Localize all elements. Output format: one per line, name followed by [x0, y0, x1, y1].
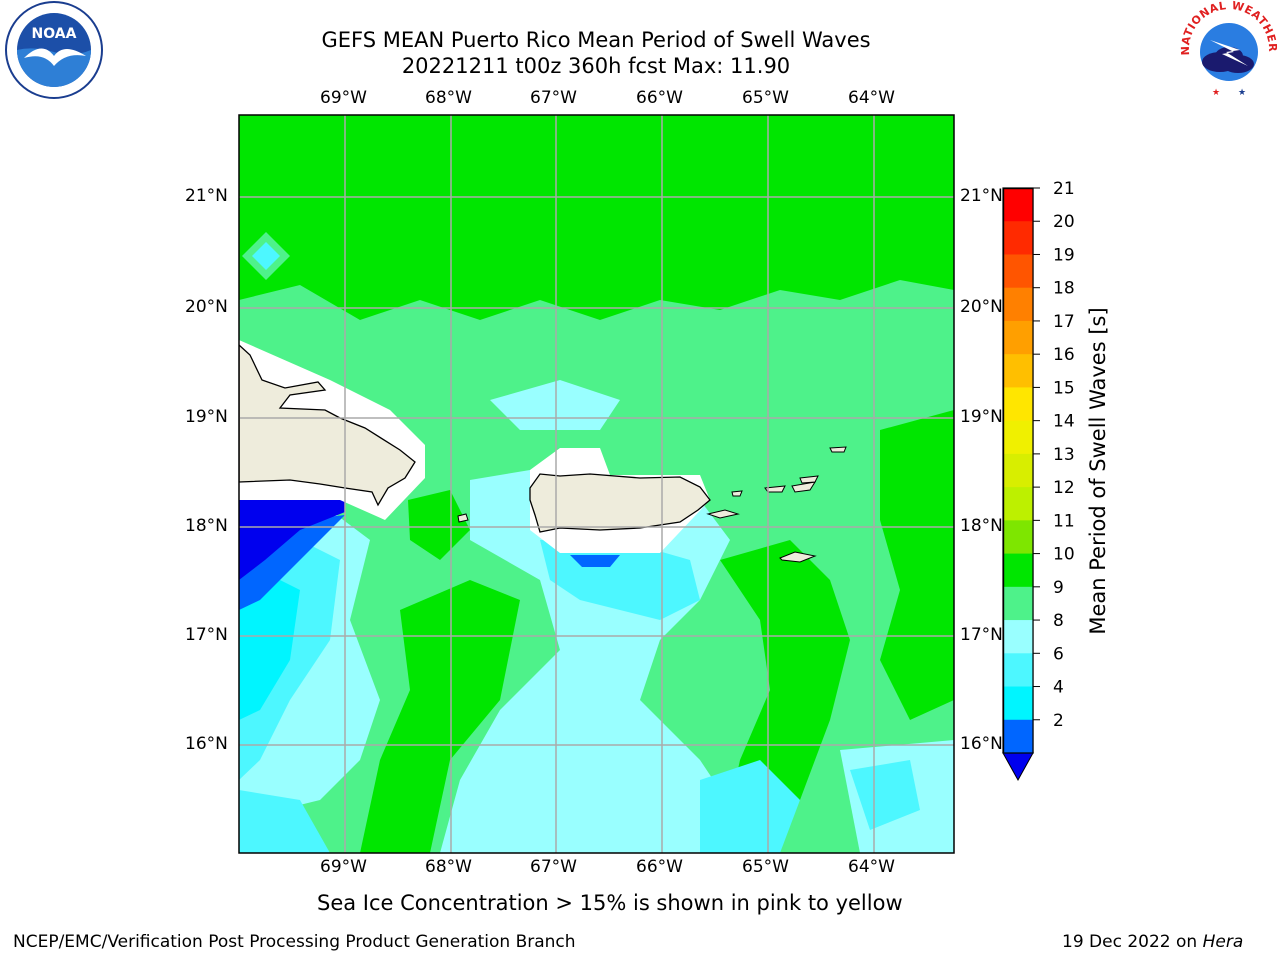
colorbar-segment	[1003, 420, 1033, 455]
lat-label-left: 21°N	[185, 186, 228, 206]
colorbar-tick-label: 2	[1053, 711, 1064, 731]
map-graticule	[239, 115, 954, 853]
lat-label-right: 21°N	[960, 186, 1003, 206]
page-subtitle: 20221211 t00z 360h fcst Max: 11.90	[401, 54, 791, 78]
colorbar-tick-label: 21	[1053, 179, 1075, 199]
colorbar-segment	[1003, 188, 1033, 222]
colorbar-tick-label: 18	[1053, 279, 1075, 299]
colorbar-under-arrow	[1002, 752, 1034, 782]
colorbar-tick-label: 15	[1053, 378, 1075, 398]
lat-label-right: 19°N	[960, 407, 1003, 427]
map-frame	[238, 114, 955, 854]
colorbar-tick-label: 8	[1053, 611, 1064, 631]
lat-label-left: 19°N	[185, 407, 228, 427]
colorbar-tick-label: 6	[1053, 644, 1064, 664]
lon-label-top: 68°W	[425, 88, 472, 108]
colorbar-tick-label: 19	[1053, 245, 1075, 265]
colorbar-tick-label: 10	[1053, 545, 1075, 565]
noaa-logo-text: NOAA	[32, 26, 77, 42]
lat-label-right: 20°N	[960, 297, 1003, 317]
footer-date-text: 19 Dec 2022 on	[1062, 932, 1203, 952]
colorbar-frame	[1003, 188, 1034, 754]
lat-label-right: 16°N	[960, 734, 1003, 754]
noaa-logo-icon: NOAA	[2, 0, 106, 108]
colorbar-segment	[1003, 453, 1033, 488]
colorbar-segment	[1003, 221, 1033, 256]
colorbar-tick-label: 4	[1053, 678, 1064, 698]
lon-label-top: 64°W	[848, 88, 895, 108]
footer-credit: NCEP/EMC/Verification Post Processing Pr…	[13, 932, 576, 952]
lon-label-bottom: 69°W	[320, 857, 367, 877]
colorbar-segment	[1003, 354, 1033, 389]
lon-label-top: 65°W	[742, 88, 789, 108]
swell-period-field	[239, 115, 954, 853]
lon-label-bottom: 68°W	[425, 857, 472, 877]
colorbar-tick-label: 14	[1053, 412, 1075, 432]
svg-text:★: ★	[1238, 88, 1246, 98]
colorbar-tick-label: 17	[1053, 312, 1075, 332]
colorbar-segment	[1003, 586, 1033, 621]
lat-label-left: 18°N	[185, 516, 228, 536]
colorbar-segment	[1003, 620, 1033, 654]
lat-label-right: 17°N	[960, 625, 1003, 645]
footer-date: 19 Dec 2022 on Hera	[1062, 932, 1243, 952]
lon-label-bottom: 64°W	[848, 857, 895, 877]
colorbar-segment	[1003, 719, 1033, 754]
colorbar-segment	[1003, 686, 1033, 721]
colorbar-segment	[1003, 653, 1033, 688]
lat-label-left: 16°N	[185, 734, 228, 754]
colorbar-segment	[1003, 487, 1033, 521]
lat-label-right: 18°N	[960, 516, 1003, 536]
lon-label-bottom: 65°W	[742, 857, 789, 877]
colorbar-tick-label: 9	[1053, 578, 1064, 598]
colorbar-tick-label: 11	[1053, 511, 1075, 531]
colorbar-segment	[1003, 553, 1033, 588]
colorbar-segment	[1003, 287, 1033, 322]
colorbar-tick-label: 13	[1053, 445, 1075, 465]
sea-ice-note: Sea Ice Concentration > 15% is shown in …	[317, 891, 903, 915]
footer-host: Hera	[1202, 932, 1244, 952]
lon-label-top: 66°W	[636, 88, 683, 108]
lon-label-bottom: 67°W	[530, 857, 577, 877]
colorbar-segment	[1003, 254, 1033, 289]
colorbar-segment	[1003, 520, 1033, 555]
lon-label-top: 69°W	[320, 88, 367, 108]
colorbar-tick-label: 20	[1053, 212, 1075, 232]
lat-label-left: 17°N	[185, 625, 228, 645]
colorbar-label: Mean Period of Swell Waves [s]	[1086, 307, 1110, 635]
lon-label-top: 67°W	[530, 88, 577, 108]
svg-text:★: ★	[1212, 88, 1220, 98]
colorbar-tick-label: 12	[1053, 478, 1075, 498]
colorbar-overlay	[1003, 188, 1034, 754]
lon-label-bottom: 66°W	[636, 857, 683, 877]
colorbar-tick-label: 16	[1053, 345, 1075, 365]
colorbar-segment	[1003, 387, 1033, 422]
nws-logo-icon: NATIONAL WEATHER SERVICE ★ ★	[1173, 0, 1280, 106]
colorbar-segment	[1003, 320, 1033, 355]
page-title: GEFS MEAN Puerto Rico Mean Period of Swe…	[321, 28, 871, 52]
lat-label-left: 20°N	[185, 297, 228, 317]
